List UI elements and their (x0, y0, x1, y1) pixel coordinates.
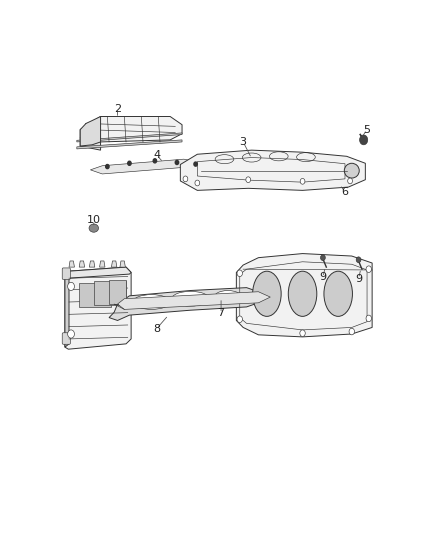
FancyBboxPatch shape (62, 268, 71, 279)
Circle shape (128, 161, 131, 165)
Polygon shape (77, 140, 182, 149)
Bar (109, 280, 126, 304)
Ellipse shape (214, 290, 241, 304)
Text: 7: 7 (218, 309, 225, 319)
Circle shape (349, 328, 354, 335)
Polygon shape (80, 117, 182, 142)
Circle shape (67, 282, 74, 290)
Polygon shape (69, 261, 74, 267)
Ellipse shape (172, 292, 209, 306)
Text: 6: 6 (342, 187, 349, 197)
Circle shape (348, 178, 353, 184)
Text: 3: 3 (240, 137, 247, 147)
Circle shape (366, 315, 371, 322)
Circle shape (183, 176, 188, 182)
Circle shape (300, 330, 305, 336)
Polygon shape (80, 138, 101, 150)
Circle shape (356, 257, 361, 263)
Polygon shape (90, 159, 206, 174)
Circle shape (175, 160, 179, 165)
Polygon shape (77, 133, 182, 142)
Ellipse shape (324, 271, 353, 317)
Circle shape (67, 330, 74, 338)
Polygon shape (111, 261, 117, 267)
Circle shape (246, 177, 251, 183)
Text: 5: 5 (364, 125, 371, 135)
Circle shape (360, 135, 368, 145)
Ellipse shape (89, 224, 99, 232)
Polygon shape (237, 254, 372, 337)
Polygon shape (180, 150, 365, 190)
Circle shape (300, 179, 305, 184)
Text: 4: 4 (153, 150, 160, 160)
Circle shape (237, 270, 243, 277)
Circle shape (195, 180, 200, 186)
Text: 2: 2 (114, 104, 121, 114)
FancyBboxPatch shape (62, 333, 71, 344)
Polygon shape (65, 267, 131, 349)
Text: 8: 8 (153, 324, 160, 334)
Bar (94, 281, 126, 305)
Polygon shape (117, 292, 270, 309)
Polygon shape (79, 261, 85, 267)
Ellipse shape (344, 163, 359, 178)
Circle shape (194, 162, 197, 166)
Ellipse shape (253, 271, 281, 317)
Polygon shape (89, 261, 95, 267)
Circle shape (153, 159, 156, 163)
Polygon shape (99, 261, 105, 267)
Ellipse shape (133, 295, 170, 309)
Polygon shape (120, 261, 125, 267)
Polygon shape (109, 288, 258, 320)
Circle shape (366, 266, 371, 272)
Text: 10: 10 (87, 215, 101, 225)
Polygon shape (65, 267, 131, 278)
Polygon shape (65, 273, 69, 347)
Circle shape (237, 316, 243, 322)
Text: 9: 9 (355, 273, 362, 284)
Bar (78, 283, 111, 307)
Circle shape (106, 165, 109, 168)
Circle shape (321, 255, 325, 261)
Text: 9: 9 (319, 272, 326, 282)
Ellipse shape (288, 271, 317, 317)
Polygon shape (80, 117, 101, 146)
